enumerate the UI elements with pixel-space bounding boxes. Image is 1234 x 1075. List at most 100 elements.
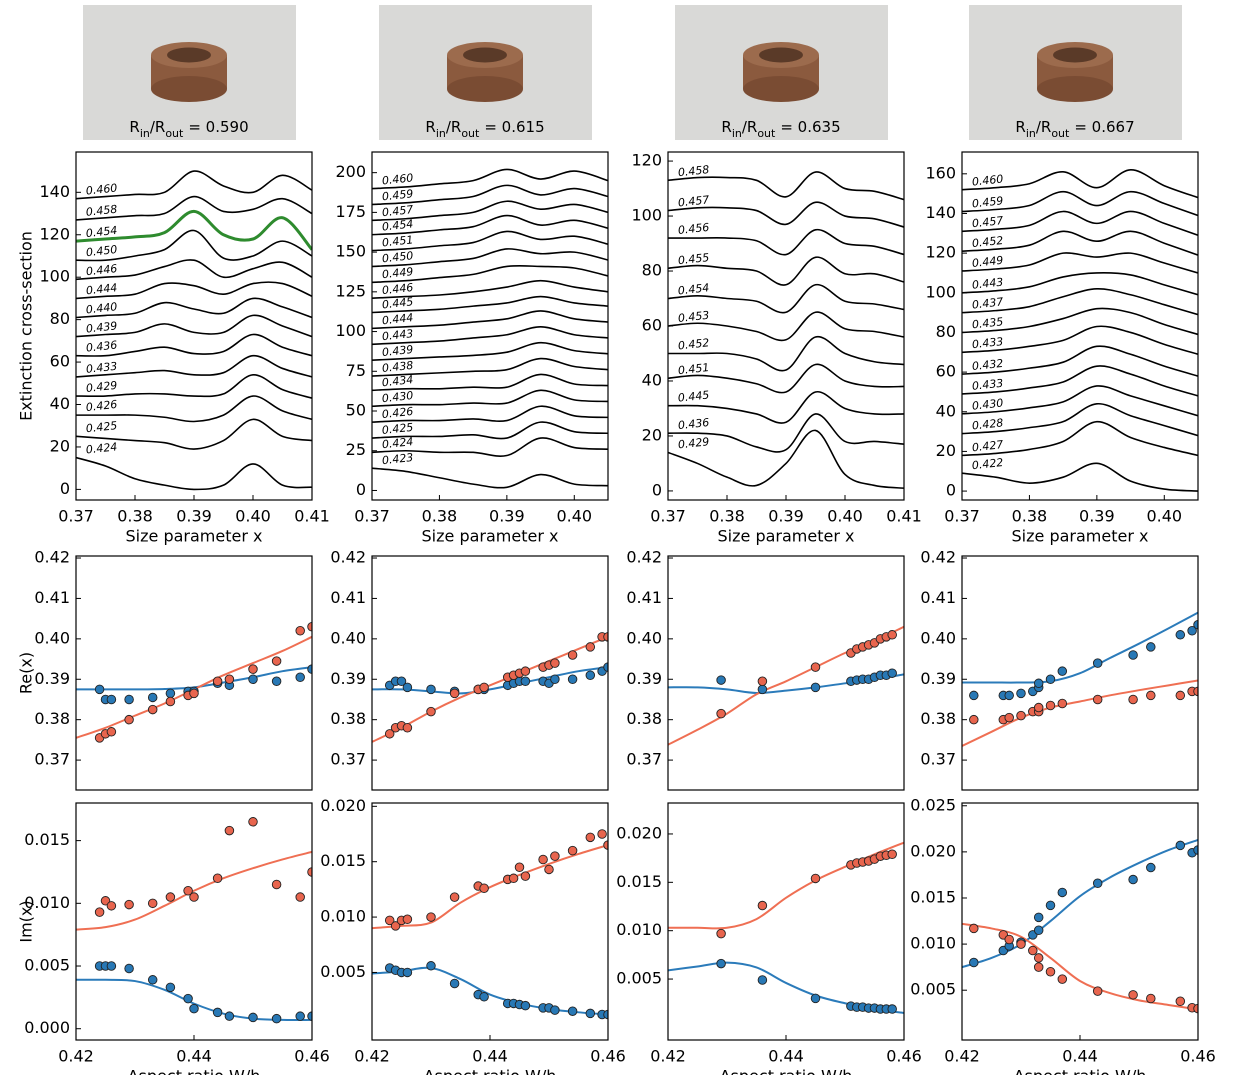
x-axis-label: Size parameter x xyxy=(422,527,559,546)
spectrum-curve xyxy=(76,456,312,491)
y-tick-label: 0.37 xyxy=(626,750,662,769)
spectrum-curve xyxy=(372,184,608,206)
data-point xyxy=(585,832,596,843)
x-tick-label: 0.46 xyxy=(1180,1047,1216,1066)
plot-area xyxy=(76,170,312,491)
data-point xyxy=(402,682,413,693)
data-point xyxy=(1175,996,1186,1007)
fit-line xyxy=(962,611,1198,684)
y-tick-label: 80 xyxy=(50,309,70,328)
spectrum-curve xyxy=(372,279,608,299)
data-point xyxy=(295,1011,305,1021)
spectrum-curve xyxy=(962,272,1198,296)
curve-label: 0.451 xyxy=(677,361,710,377)
data-point xyxy=(1045,900,1056,911)
data-point xyxy=(810,662,821,672)
data-point xyxy=(426,706,436,717)
curve-label: 0.452 xyxy=(971,234,1004,250)
y-tick-label: 0.40 xyxy=(920,628,956,647)
y-tick-label: 0.40 xyxy=(626,628,662,647)
data-point xyxy=(1004,690,1014,701)
curve-label: 0.453 xyxy=(677,309,710,325)
data-point xyxy=(969,690,979,701)
spectrum-curve xyxy=(668,256,904,286)
data-point xyxy=(887,1004,897,1014)
data-point xyxy=(426,961,436,971)
data-point xyxy=(224,825,235,836)
data-point xyxy=(248,674,258,685)
spectrum-curve xyxy=(372,421,608,440)
y-tick-label: 0.020 xyxy=(320,796,366,815)
data-point xyxy=(402,914,413,925)
data-point xyxy=(147,692,158,703)
data-point xyxy=(147,704,158,715)
data-point xyxy=(585,1008,596,1019)
y-tick-label: 0.005 xyxy=(910,980,956,999)
plot-area xyxy=(668,841,904,1014)
y-tick-label: 0.40 xyxy=(330,628,366,647)
y-tick-label: 80 xyxy=(642,261,662,280)
curve-label: 0.439 xyxy=(381,343,414,359)
spectrum-curve xyxy=(668,391,904,424)
curve-label: 0.458 xyxy=(85,203,118,219)
data-point xyxy=(384,729,395,739)
y-tick-label: 0.39 xyxy=(330,669,366,688)
y-tick-label: 0.015 xyxy=(320,851,366,870)
data-point xyxy=(271,676,282,687)
spectrum-curve xyxy=(76,229,312,262)
y-tick-label: 0.41 xyxy=(920,588,956,607)
curve-label: 0.433 xyxy=(971,335,1004,351)
caption-part: R xyxy=(1015,118,1025,136)
y-tick-label: 40 xyxy=(642,370,662,389)
caption-part: out xyxy=(1051,127,1070,140)
data-point xyxy=(1004,712,1014,723)
y-tick-label: 0.38 xyxy=(34,709,70,728)
data-point xyxy=(1146,642,1156,652)
curve-label: 0.445 xyxy=(677,388,710,404)
curve-label: 0.424 xyxy=(381,435,414,451)
y-tick-label: 125 xyxy=(335,281,366,300)
spectrum-curve xyxy=(962,252,1198,274)
y-tick-label: 140 xyxy=(39,182,70,201)
curve-label: 0.451 xyxy=(381,233,414,249)
spectrum-curve xyxy=(76,395,312,423)
y-tick-label: 0.41 xyxy=(330,588,366,607)
photo-caption: Rin/Rout = 0.615 xyxy=(425,118,544,140)
curve-label: 0.460 xyxy=(971,172,1004,188)
spectrum-curve xyxy=(668,311,904,342)
x-tick-label: 0.44 xyxy=(1062,1047,1098,1066)
data-point xyxy=(189,688,199,699)
y-tick-label: 40 xyxy=(50,394,70,413)
plot-area xyxy=(372,829,608,1020)
y-tick-label: 0.025 xyxy=(910,795,956,814)
data-point xyxy=(426,684,436,695)
y-tick-label: 0.005 xyxy=(320,962,366,981)
data-point xyxy=(248,817,258,827)
spectrum-curve xyxy=(962,420,1198,457)
data-point xyxy=(165,688,176,699)
y-tick-label: 100 xyxy=(925,282,956,301)
y-tick-label: 120 xyxy=(39,224,70,243)
y-tick-label: 0.005 xyxy=(616,969,662,988)
data-point xyxy=(212,676,223,687)
spectrum-curve xyxy=(76,354,312,378)
data-point xyxy=(1045,674,1056,685)
data-point xyxy=(1092,878,1103,888)
data-point xyxy=(1004,934,1014,945)
data-point xyxy=(1033,702,1044,713)
curve-label: 0.456 xyxy=(677,221,710,237)
y-tick-label: 0 xyxy=(946,481,956,500)
data-point xyxy=(1028,945,1038,956)
spectrum-curve xyxy=(372,341,608,361)
data-point xyxy=(224,1011,235,1021)
caption-part: = 0.667 xyxy=(1074,118,1134,136)
x-tick-label: 0.42 xyxy=(58,1047,94,1066)
curve-label: 0.452 xyxy=(677,336,710,352)
data-point xyxy=(1146,993,1156,1004)
plot-area xyxy=(372,168,608,489)
caption-part: in xyxy=(140,127,150,140)
y-tick-label: 120 xyxy=(631,151,662,170)
data-point xyxy=(189,892,199,902)
data-point xyxy=(106,961,117,971)
x-tick-label: 0.39 xyxy=(176,507,212,526)
